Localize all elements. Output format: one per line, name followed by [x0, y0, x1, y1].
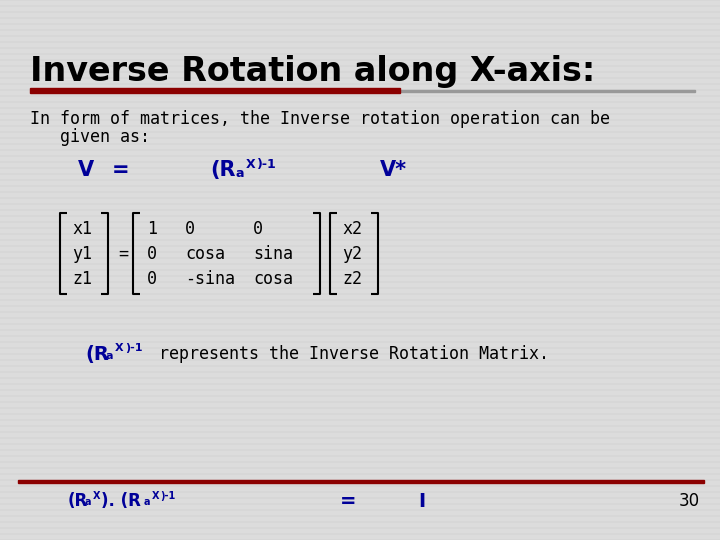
- Text: -sina: -sina: [185, 270, 235, 288]
- Text: X: X: [246, 158, 256, 171]
- Text: 0: 0: [253, 220, 263, 238]
- Text: =: =: [340, 492, 356, 511]
- Text: 30: 30: [679, 492, 700, 510]
- Text: y2: y2: [342, 245, 362, 263]
- Text: )-1: )-1: [257, 158, 276, 171]
- Text: 0: 0: [147, 270, 157, 288]
- Text: V: V: [78, 160, 94, 180]
- Text: X: X: [152, 491, 160, 501]
- Text: a: a: [235, 167, 243, 180]
- Text: 0: 0: [185, 220, 195, 238]
- Text: y1: y1: [72, 245, 92, 263]
- Text: (R: (R: [210, 160, 235, 180]
- Text: z2: z2: [342, 270, 362, 288]
- Text: z1: z1: [72, 270, 92, 288]
- Text: a: a: [85, 497, 91, 507]
- Text: cosa: cosa: [253, 270, 293, 288]
- Text: x2: x2: [342, 220, 362, 238]
- Text: a: a: [144, 497, 150, 507]
- Text: (R: (R: [85, 345, 109, 364]
- Text: represents the Inverse Rotation Matrix.: represents the Inverse Rotation Matrix.: [149, 345, 549, 363]
- Text: given as:: given as:: [30, 128, 150, 146]
- Text: )-1: )-1: [125, 343, 143, 353]
- Bar: [400, 90, 695, 92]
- Bar: [30, 88, 400, 93]
- Text: =: =: [112, 160, 130, 180]
- Text: X: X: [93, 491, 101, 501]
- Text: In form of matrices, the Inverse rotation operation can be: In form of matrices, the Inverse rotatio…: [30, 110, 610, 128]
- Text: I: I: [418, 492, 425, 511]
- Bar: [18, 480, 704, 483]
- Text: V*: V*: [380, 160, 407, 180]
- Text: =: =: [118, 245, 128, 263]
- Text: a: a: [106, 351, 114, 361]
- Text: (R: (R: [68, 492, 89, 510]
- Text: Inverse Rotation along X-axis:: Inverse Rotation along X-axis:: [30, 55, 595, 88]
- Text: 0: 0: [147, 245, 157, 263]
- Text: 1: 1: [147, 220, 157, 238]
- Text: cosa: cosa: [185, 245, 225, 263]
- Text: X: X: [115, 343, 124, 353]
- Text: )-1: )-1: [160, 491, 175, 501]
- Text: x1: x1: [72, 220, 92, 238]
- Text: sina: sina: [253, 245, 293, 263]
- Text: ). (R: ). (R: [101, 492, 141, 510]
